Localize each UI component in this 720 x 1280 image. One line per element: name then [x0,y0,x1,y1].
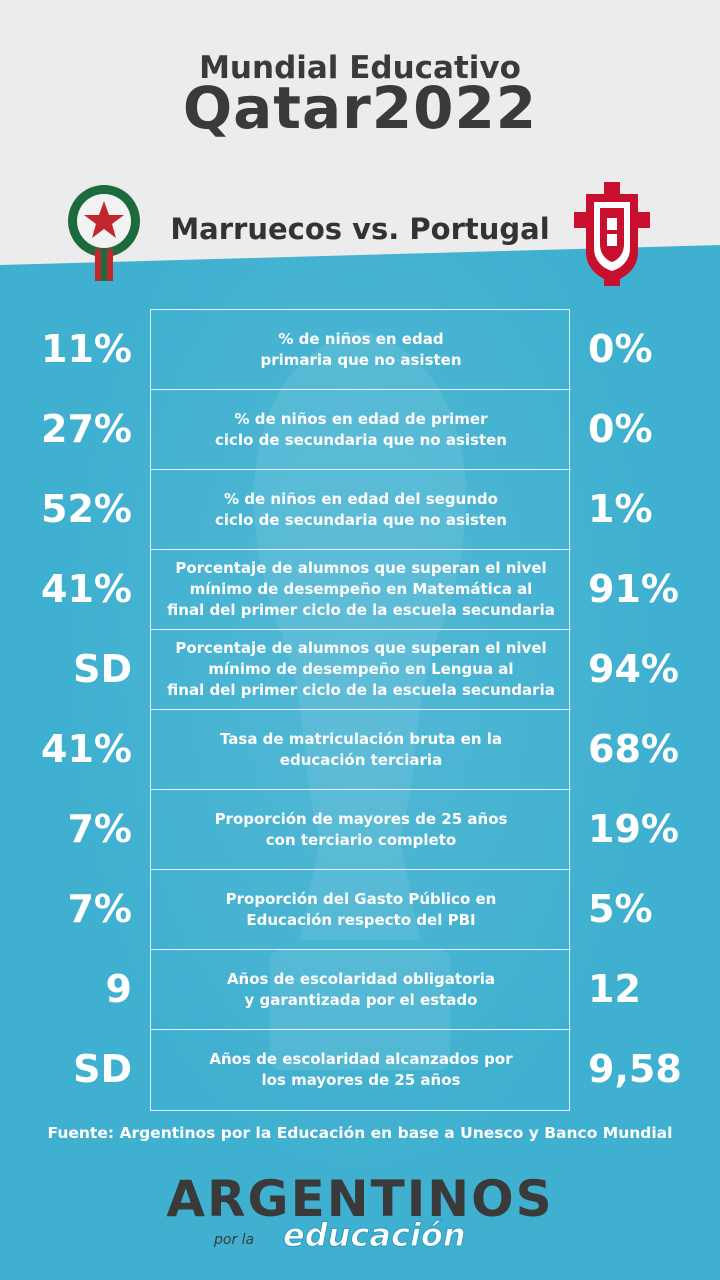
morocco-value: 41% [41,727,132,771]
portugal-value: 91% [588,567,679,611]
logo-educacion: educación [283,1216,467,1255]
morocco-value: SD [73,647,132,691]
table-row: % de niños en edad del segundo ciclo de … [151,470,571,550]
portugal-value: 9,58 [588,1047,682,1091]
portugal-value: 12 [588,967,641,1011]
table-row: Tasa de matriculación bruta en la educac… [151,710,571,790]
source-note: Fuente: Argentinos por la Educación en b… [47,1124,673,1142]
title-qatar-2022: Qatar2022 [182,74,538,142]
morocco-value: SD [73,1047,132,1091]
portugal-value: 0% [588,327,653,371]
table-row: Proporción de mayores de 25 años con ter… [151,790,571,870]
portugal-value: 5% [588,887,653,931]
morocco-value: 7% [67,807,132,851]
logo-argentinos: ARGENTINOS [166,1170,554,1228]
trophy-watermark-icon [254,330,466,1070]
portugal-value: 94% [588,647,679,691]
portugal-value: 0% [588,407,653,451]
morocco-value: 11% [41,327,132,371]
portugal-crest-icon [574,182,650,286]
morocco-value: 9 [105,967,132,1011]
matchup-title: Marruecos vs. Portugal [170,212,550,246]
morocco-value: 41% [41,567,132,611]
table-row: % de niños en edad de primer ciclo de se… [151,390,571,470]
portugal-value: 68% [588,727,679,771]
table-row: Porcentaje de alumnos que superan el niv… [151,630,571,710]
table-row: Porcentaje de alumnos que superan el niv… [151,550,571,630]
logo-por-la: por la [214,1232,255,1248]
morocco-value: 7% [67,887,132,931]
comparison-table: % de niños en edad primaria que no asist… [150,309,571,1111]
table-row: Años de escolaridad alcanzados por los m… [209,1050,513,1089]
portugal-value: 19% [588,807,679,851]
table-row: Proporción del Gasto Público en Educació… [151,870,571,950]
morocco-value: 27% [41,407,132,451]
table-row: Años de escolaridad obligatoria y garant… [151,950,571,1030]
portugal-value: 1% [588,487,653,531]
morocco-crest-icon [68,185,140,281]
table-row: % de niños en edad primaria que no asist… [151,310,571,390]
title-mundial-educativo: Mundial Educativo [199,50,521,86]
morocco-value: 52% [41,487,132,531]
